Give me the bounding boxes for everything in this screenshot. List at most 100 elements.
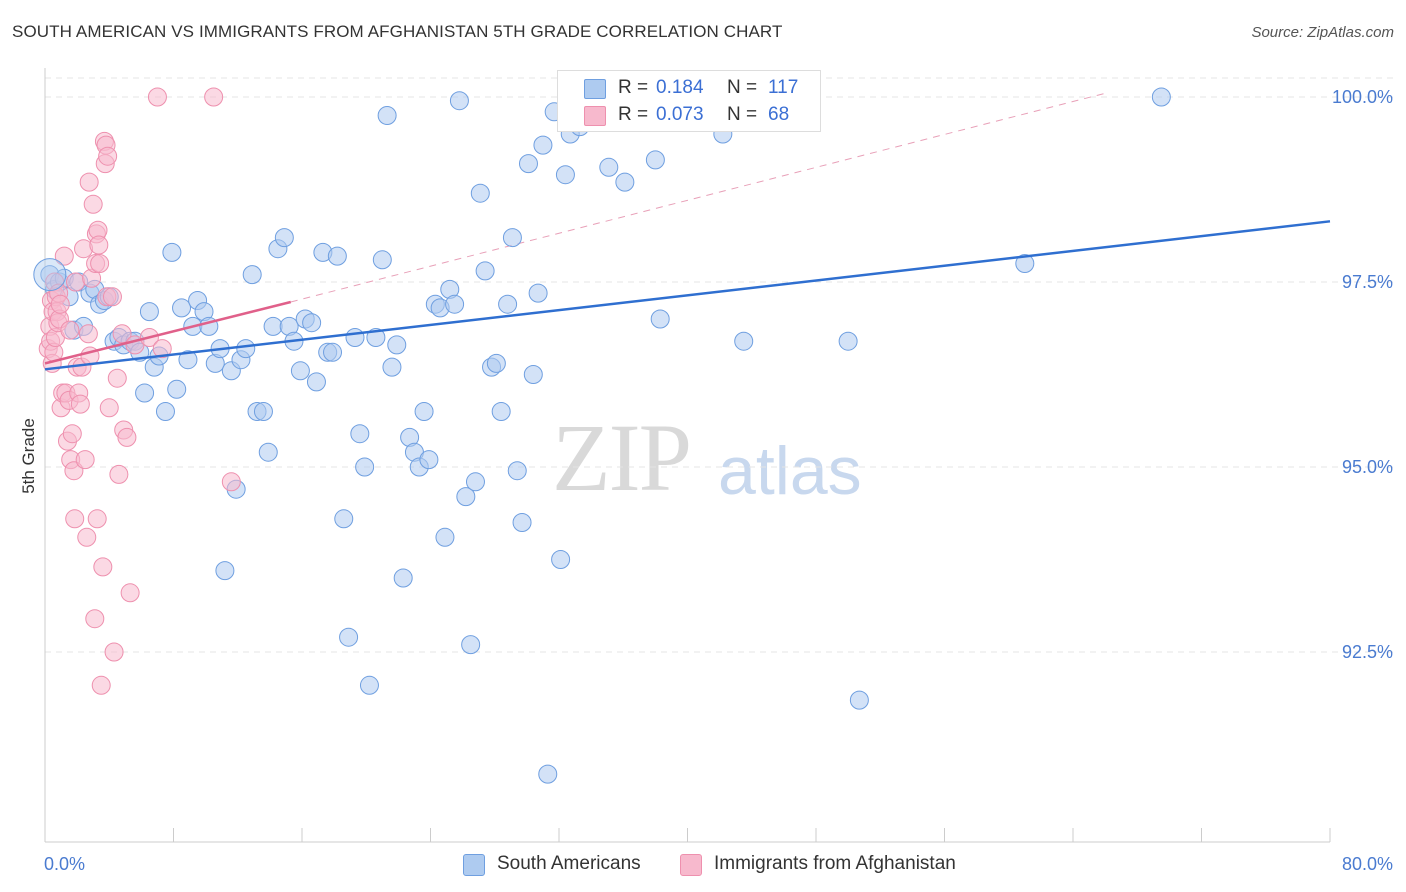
point-south-americans: [555, 165, 575, 185]
point-south-americans: [449, 91, 469, 111]
point-south-americans: [167, 379, 187, 399]
point-south-americans: [599, 157, 619, 177]
point-south-americans: [377, 106, 397, 125]
y-axis-label: 5th Grade: [19, 418, 38, 494]
point-afghanistan: [117, 427, 137, 447]
legend-n-value: 68: [768, 104, 790, 125]
point-south-americans: [470, 183, 490, 203]
trend-extension-afghanistan: [290, 92, 1106, 303]
point-south-americans: [345, 328, 365, 347]
point-south-americans: [135, 383, 155, 403]
point-south-americans: [551, 550, 571, 569]
point-south-americans: [236, 339, 256, 359]
point-south-americans: [486, 353, 506, 373]
watermark-zip: ZIP: [552, 404, 692, 511]
point-afghanistan: [85, 609, 105, 629]
legend-r-label: R =: [618, 77, 649, 98]
point-south-americans: [414, 402, 434, 421]
legend-r-value: 0.073: [656, 104, 704, 125]
point-south-americans: [528, 283, 548, 303]
point-south-americans: [323, 342, 343, 362]
point-south-americans: [475, 261, 495, 281]
point-south-americans: [215, 561, 235, 581]
point-south-americans: [242, 265, 262, 285]
point-afghanistan: [109, 464, 129, 484]
point-afghanistan: [54, 246, 74, 266]
point-south-americans: [849, 690, 869, 710]
point-south-americans: [366, 328, 386, 347]
point-south-americans: [263, 316, 283, 336]
point-south-americans: [162, 242, 182, 262]
stats-legend: R = 0.184 N = 117 R = 0.073 N = 68: [557, 70, 821, 132]
legend-r-label: R =: [618, 104, 649, 125]
point-south-americans: [178, 350, 198, 370]
legend-label-afghanistan: Immigrants from Afghanistan: [714, 853, 956, 874]
point-south-americans-large: [33, 258, 67, 292]
point-afghanistan: [93, 557, 113, 577]
chart-source: Source: ZipAtlas.com: [1251, 24, 1394, 41]
watermark-atlas: atlas: [718, 433, 862, 509]
y-tick-label: 92.5%: [1342, 642, 1393, 662]
y-tick-label: 97.5%: [1342, 272, 1393, 292]
point-south-americans: [461, 635, 481, 655]
point-south-americans: [339, 627, 359, 647]
point-south-americans: [306, 372, 326, 392]
point-south-americans: [523, 365, 543, 384]
point-south-americans: [155, 402, 175, 421]
legend-swatch-pink: [584, 106, 606, 126]
point-south-americans: [172, 298, 192, 318]
x-tick-label: 80.0%: [1342, 854, 1393, 874]
point-south-americans: [382, 357, 402, 377]
point-afghanistan: [91, 675, 111, 695]
point-south-americans: [253, 402, 273, 421]
point-south-americans: [650, 309, 670, 329]
point-afghanistan: [75, 450, 95, 470]
point-south-americans: [507, 461, 527, 481]
point-south-americans: [498, 294, 518, 314]
point-south-americans: [445, 294, 465, 314]
point-afghanistan: [79, 172, 99, 192]
point-south-americans: [334, 509, 354, 529]
point-afghanistan: [104, 642, 124, 662]
point-afghanistan: [77, 527, 97, 547]
point-afghanistan: [78, 324, 98, 344]
point-south-americans: [355, 457, 375, 477]
x-tick-label: 0.0%: [44, 854, 85, 874]
legend-n-label: N =: [727, 104, 758, 125]
point-afghanistan: [152, 339, 172, 359]
point-afghanistan: [87, 509, 107, 529]
point-south-americans: [838, 331, 858, 351]
legend-n-label: N =: [727, 77, 758, 98]
point-afghanistan: [66, 272, 86, 292]
legend-swatch-pink: [680, 854, 702, 876]
point-south-americans: [419, 450, 439, 470]
point-south-americans: [456, 487, 476, 507]
point-afghanistan: [65, 509, 85, 529]
point-afghanistan: [50, 294, 70, 314]
point-afghanistan: [204, 87, 224, 107]
point-south-americans: [372, 250, 392, 270]
point-south-americans: [139, 302, 159, 322]
trend-line-afghanistan: [44, 300, 292, 365]
legend-swatch-blue: [584, 79, 606, 99]
trend-line-south-americans: [44, 220, 1331, 371]
y-tick-label: 95.0%: [1342, 457, 1393, 477]
point-afghanistan: [107, 368, 127, 388]
point-afghanistan: [102, 287, 122, 307]
point-south-americans: [512, 513, 532, 532]
legend-n-value: 117: [768, 77, 799, 98]
point-south-americans: [1151, 87, 1171, 107]
point-south-americans: [1015, 254, 1035, 273]
point-afghanistan: [112, 324, 132, 344]
legend-label-south-americans: South Americans: [497, 853, 641, 874]
point-south-americans: [533, 135, 553, 155]
point-afghanistan: [90, 254, 110, 273]
point-south-americans: [290, 361, 310, 381]
point-afghanistan: [120, 583, 140, 603]
point-south-americans: [518, 154, 538, 174]
point-south-americans: [359, 675, 379, 695]
point-south-americans: [734, 331, 754, 351]
point-south-americans: [327, 246, 347, 266]
point-south-americans: [274, 228, 294, 248]
